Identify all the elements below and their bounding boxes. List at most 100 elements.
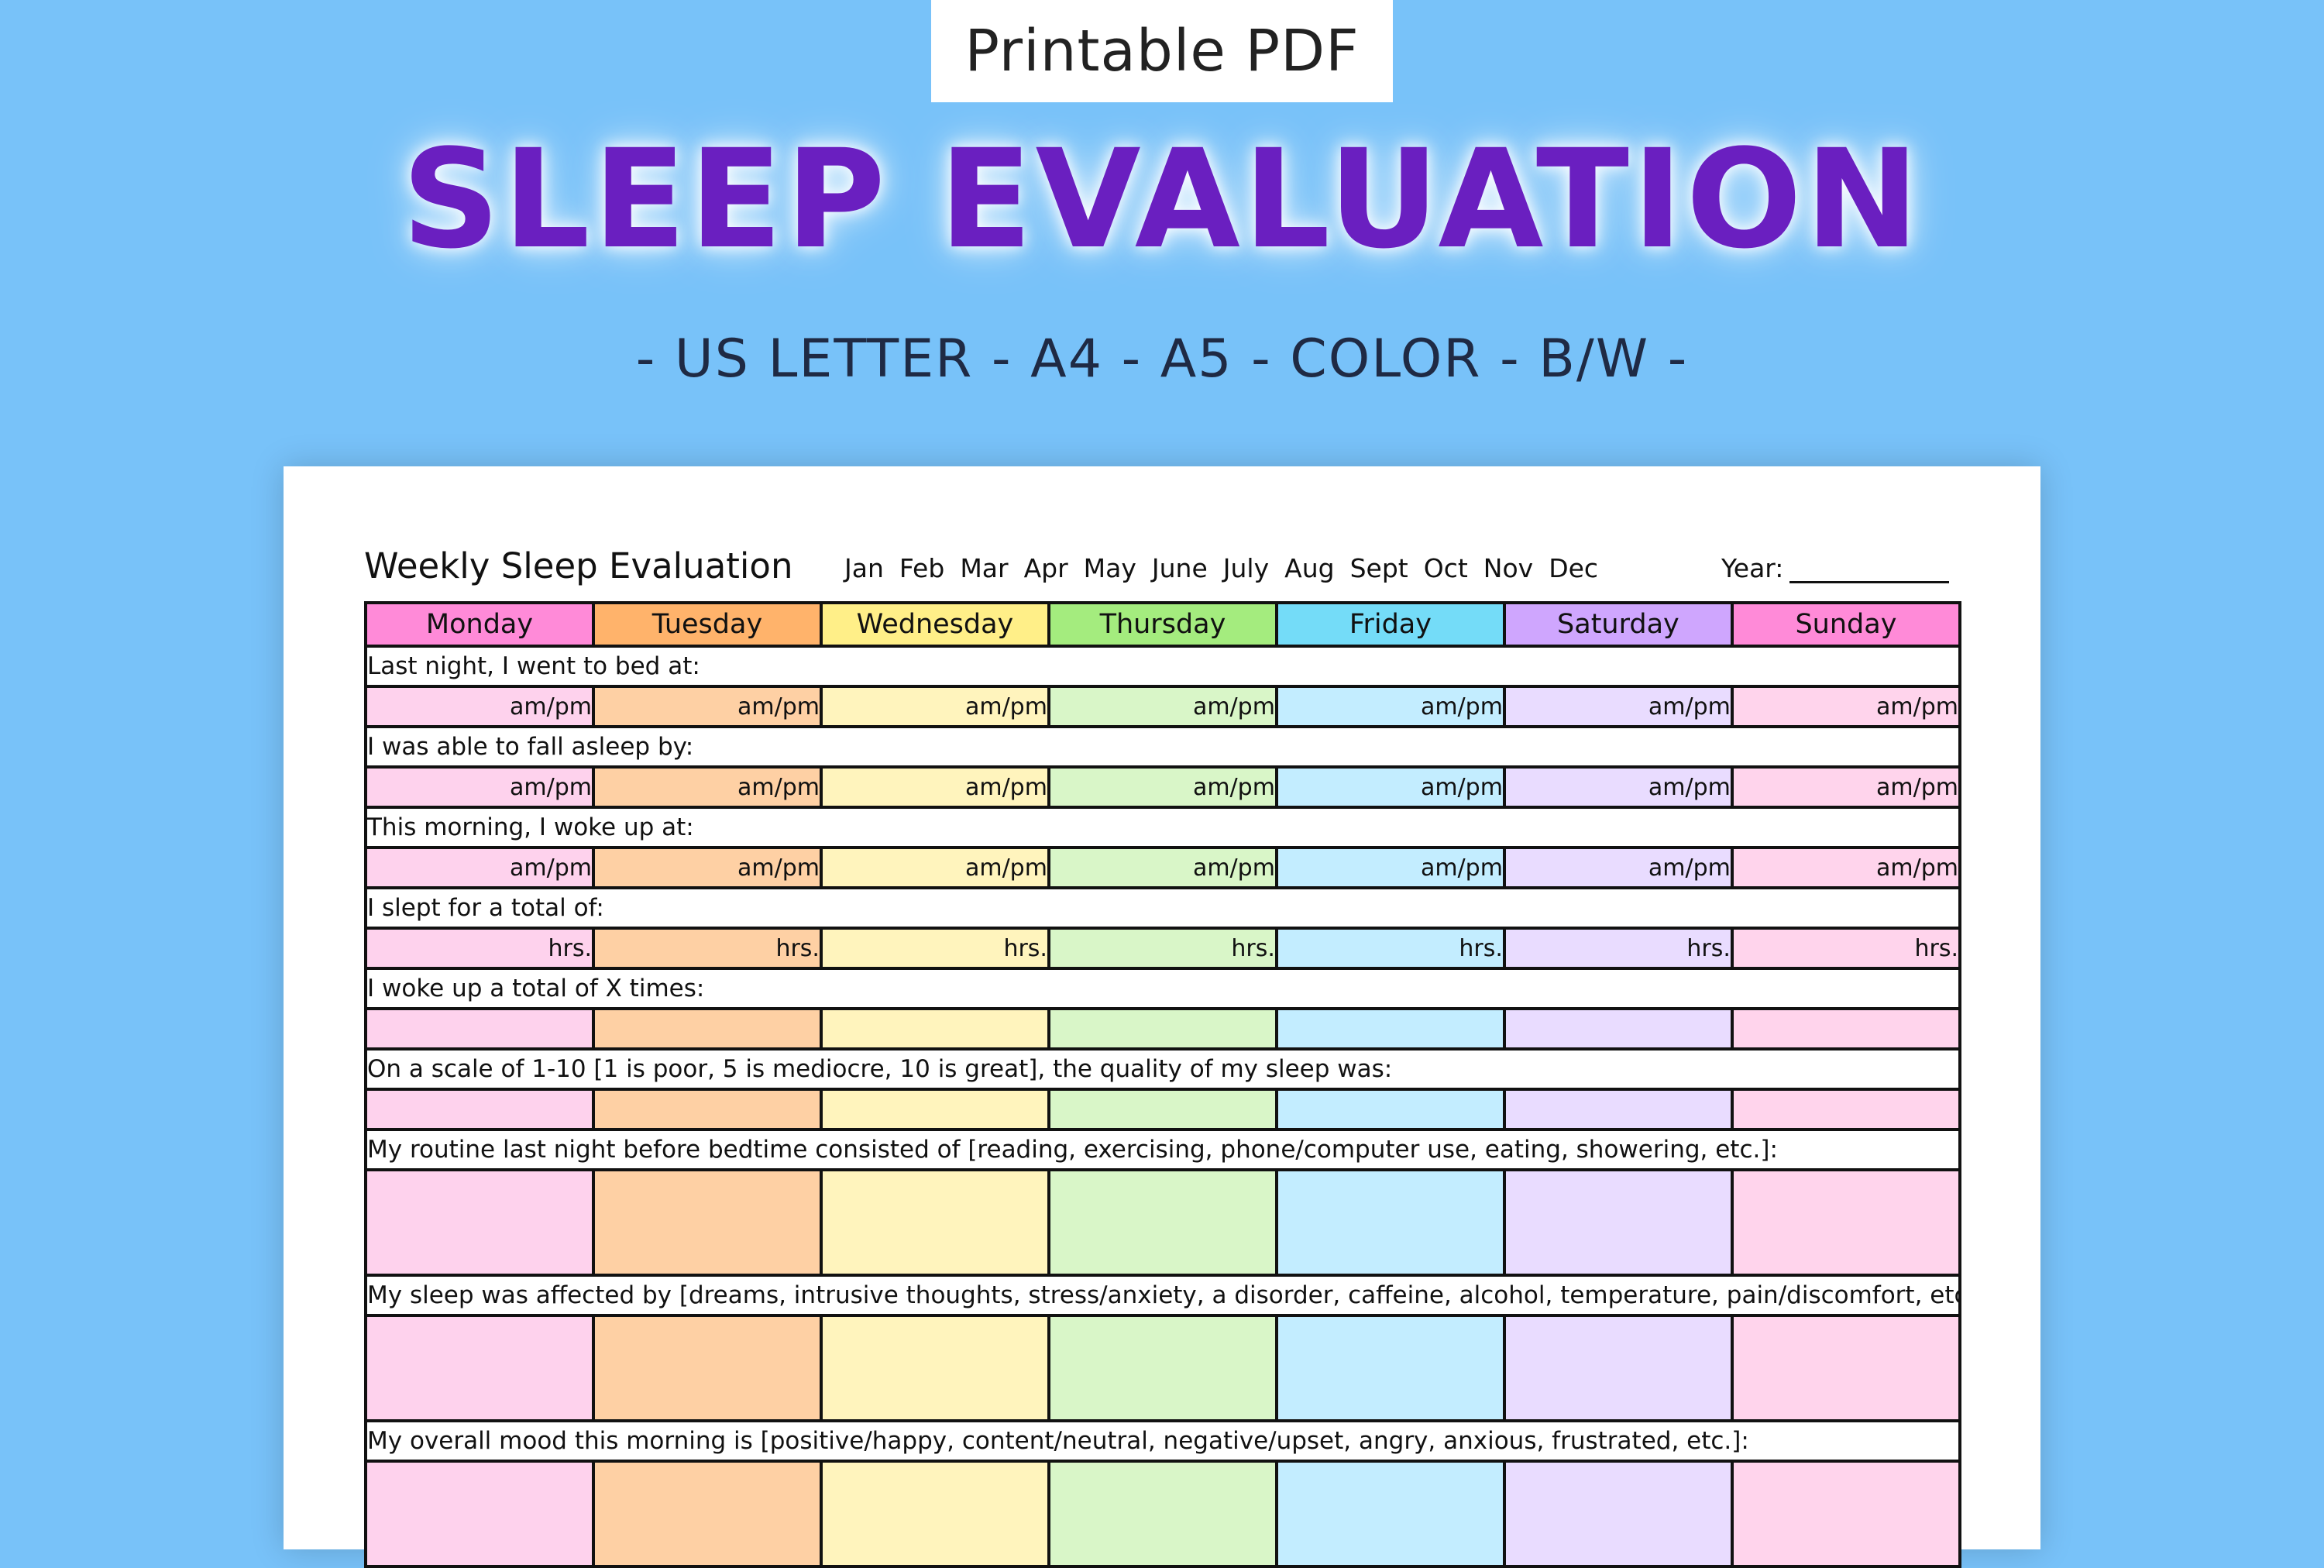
answer-cell-tuesday[interactable] bbox=[591, 1088, 823, 1131]
month-label: July bbox=[1222, 553, 1270, 583]
answer-cell-thursday[interactable] bbox=[1047, 1088, 1278, 1131]
answer-cell-friday[interactable] bbox=[1274, 1007, 1506, 1050]
answer-cell-monday[interactable]: am/pm bbox=[364, 685, 595, 728]
day-header-tuesday: Tuesday bbox=[591, 601, 823, 648]
question-text: This morning, I woke up at: bbox=[364, 806, 1961, 849]
day-header-thursday: Thursday bbox=[1047, 601, 1278, 648]
year-label: Year: bbox=[1721, 553, 1784, 583]
answer-cell-monday[interactable] bbox=[364, 1007, 595, 1050]
question-text: My sleep was affected by [dreams, intrus… bbox=[364, 1274, 1961, 1317]
answer-cell-thursday[interactable] bbox=[1047, 1168, 1278, 1277]
question-row: Last night, I went to bed at: bbox=[364, 645, 1961, 688]
answer-cell-monday[interactable] bbox=[364, 1314, 595, 1422]
answer-cell-thursday[interactable]: am/pm bbox=[1047, 685, 1278, 728]
month-label: Dec bbox=[1549, 553, 1599, 583]
month-label: Feb bbox=[899, 553, 945, 583]
year-field: Year: bbox=[1721, 553, 1950, 583]
answer-row: am/pm am/pm am/pm am/pm am/pm am/pm am/pm bbox=[364, 685, 1962, 728]
answer-cell-sunday[interactable] bbox=[1730, 1007, 1962, 1050]
answer-cell-tuesday[interactable]: am/pm bbox=[591, 685, 823, 728]
day-header-monday: Monday bbox=[364, 601, 595, 648]
answer-cell-monday[interactable] bbox=[364, 1460, 595, 1568]
answer-cell-saturday[interactable] bbox=[1502, 1168, 1734, 1277]
month-label: Apr bbox=[1023, 553, 1068, 583]
answer-cell-friday[interactable] bbox=[1274, 1168, 1506, 1277]
month-label: June bbox=[1151, 553, 1208, 583]
answer-cell-friday[interactable]: am/pm bbox=[1274, 765, 1506, 809]
answer-cell-thursday[interactable]: am/pm bbox=[1047, 765, 1278, 809]
answer-cell-saturday[interactable] bbox=[1502, 1088, 1734, 1131]
question-text: I was able to fall asleep by: bbox=[364, 725, 1961, 769]
question-row: This morning, I woke up at: bbox=[364, 806, 1961, 849]
headline-title: SLEEP EVALUATION bbox=[401, 120, 1923, 279]
answer-cell-sunday[interactable] bbox=[1730, 1168, 1962, 1277]
answer-cell-saturday[interactable] bbox=[1502, 1314, 1734, 1422]
answer-row: am/pm am/pm am/pm am/pm am/pm am/pm am/pm bbox=[364, 765, 1962, 809]
answer-cell-tuesday[interactable]: hrs. bbox=[591, 927, 823, 970]
question-row: I woke up a total of X times: bbox=[364, 967, 1961, 1010]
answer-cell-wednesday[interactable] bbox=[819, 1460, 1050, 1568]
question-row: On a scale of 1-10 [1 is poor, 5 is medi… bbox=[364, 1047, 1961, 1091]
answer-cell-wednesday[interactable]: am/pm bbox=[819, 846, 1050, 889]
answer-cell-saturday[interactable]: am/pm bbox=[1502, 765, 1734, 809]
month-label: Mar bbox=[960, 553, 1009, 583]
question-row: My overall mood this morning is [positiv… bbox=[364, 1419, 1961, 1463]
answer-cell-saturday[interactable]: am/pm bbox=[1502, 685, 1734, 728]
answer-cell-thursday[interactable]: hrs. bbox=[1047, 927, 1278, 970]
day-header-saturday: Saturday bbox=[1502, 601, 1734, 648]
question-text: I woke up a total of X times: bbox=[364, 967, 1961, 1010]
answer-cell-monday[interactable] bbox=[364, 1088, 595, 1131]
answer-cell-saturday[interactable] bbox=[1502, 1460, 1734, 1568]
day-header-sunday: Sunday bbox=[1730, 601, 1962, 648]
answer-cell-monday[interactable]: hrs. bbox=[364, 927, 595, 970]
answer-cell-wednesday[interactable] bbox=[819, 1314, 1050, 1422]
answer-cell-wednesday[interactable] bbox=[819, 1007, 1050, 1050]
month-label: Nov bbox=[1483, 553, 1534, 583]
answer-cell-thursday[interactable] bbox=[1047, 1314, 1278, 1422]
answer-cell-monday[interactable]: am/pm bbox=[364, 846, 595, 889]
answer-cell-monday[interactable] bbox=[364, 1168, 595, 1277]
question-row: I slept for a total of: bbox=[364, 886, 1961, 930]
answer-cell-wednesday[interactable]: am/pm bbox=[819, 685, 1050, 728]
answer-cell-sunday[interactable]: am/pm bbox=[1730, 765, 1962, 809]
month-label: Aug bbox=[1284, 553, 1335, 583]
answer-cell-thursday[interactable] bbox=[1047, 1007, 1278, 1050]
answer-cell-friday[interactable]: hrs. bbox=[1274, 927, 1506, 970]
question-row: I was able to fall asleep by: bbox=[364, 725, 1961, 769]
answer-cell-friday[interactable] bbox=[1274, 1314, 1506, 1422]
answer-cell-sunday[interactable] bbox=[1730, 1314, 1962, 1422]
answer-cell-saturday[interactable]: hrs. bbox=[1502, 927, 1734, 970]
answer-cell-wednesday[interactable]: am/pm bbox=[819, 765, 1050, 809]
answer-cell-sunday[interactable] bbox=[1730, 1460, 1962, 1568]
answer-cell-wednesday[interactable] bbox=[819, 1168, 1050, 1277]
answer-cell-sunday[interactable]: hrs. bbox=[1730, 927, 1962, 970]
question-text: My routine last night before bedtime con… bbox=[364, 1128, 1961, 1171]
answer-cell-saturday[interactable] bbox=[1502, 1007, 1734, 1050]
answer-cell-sunday[interactable] bbox=[1730, 1088, 1962, 1131]
month-list: Jan Feb Mar Apr May June July Aug Sept O… bbox=[844, 553, 1614, 583]
answer-cell-tuesday[interactable]: am/pm bbox=[591, 765, 823, 809]
answer-cell-sunday[interactable]: am/pm bbox=[1730, 685, 1962, 728]
answer-cell-friday[interactable]: am/pm bbox=[1274, 685, 1506, 728]
answer-cell-wednesday[interactable]: hrs. bbox=[819, 927, 1050, 970]
answer-row bbox=[364, 1314, 1962, 1422]
answer-cell-tuesday[interactable]: am/pm bbox=[591, 846, 823, 889]
question-text: My overall mood this morning is [positiv… bbox=[364, 1419, 1961, 1463]
answer-cell-saturday[interactable]: am/pm bbox=[1502, 846, 1734, 889]
answer-cell-sunday[interactable]: am/pm bbox=[1730, 846, 1962, 889]
answer-cell-friday[interactable] bbox=[1274, 1460, 1506, 1568]
answer-row bbox=[364, 1460, 1962, 1568]
answer-cell-tuesday[interactable] bbox=[591, 1007, 823, 1050]
answer-cell-friday[interactable] bbox=[1274, 1088, 1506, 1131]
worksheet-preview: Weekly Sleep Evaluation Jan Feb Mar Apr … bbox=[284, 466, 2040, 1568]
answer-cell-tuesday[interactable] bbox=[591, 1314, 823, 1422]
answer-cell-thursday[interactable] bbox=[1047, 1460, 1278, 1568]
answer-cell-tuesday[interactable] bbox=[591, 1460, 823, 1568]
day-header-friday: Friday bbox=[1274, 601, 1506, 648]
answer-cell-tuesday[interactable] bbox=[591, 1168, 823, 1277]
answer-cell-friday[interactable]: am/pm bbox=[1274, 846, 1506, 889]
answer-cell-thursday[interactable]: am/pm bbox=[1047, 846, 1278, 889]
question-row: My sleep was affected by [dreams, intrus… bbox=[364, 1274, 1961, 1317]
answer-cell-monday[interactable]: am/pm bbox=[364, 765, 595, 809]
answer-cell-wednesday[interactable] bbox=[819, 1088, 1050, 1131]
